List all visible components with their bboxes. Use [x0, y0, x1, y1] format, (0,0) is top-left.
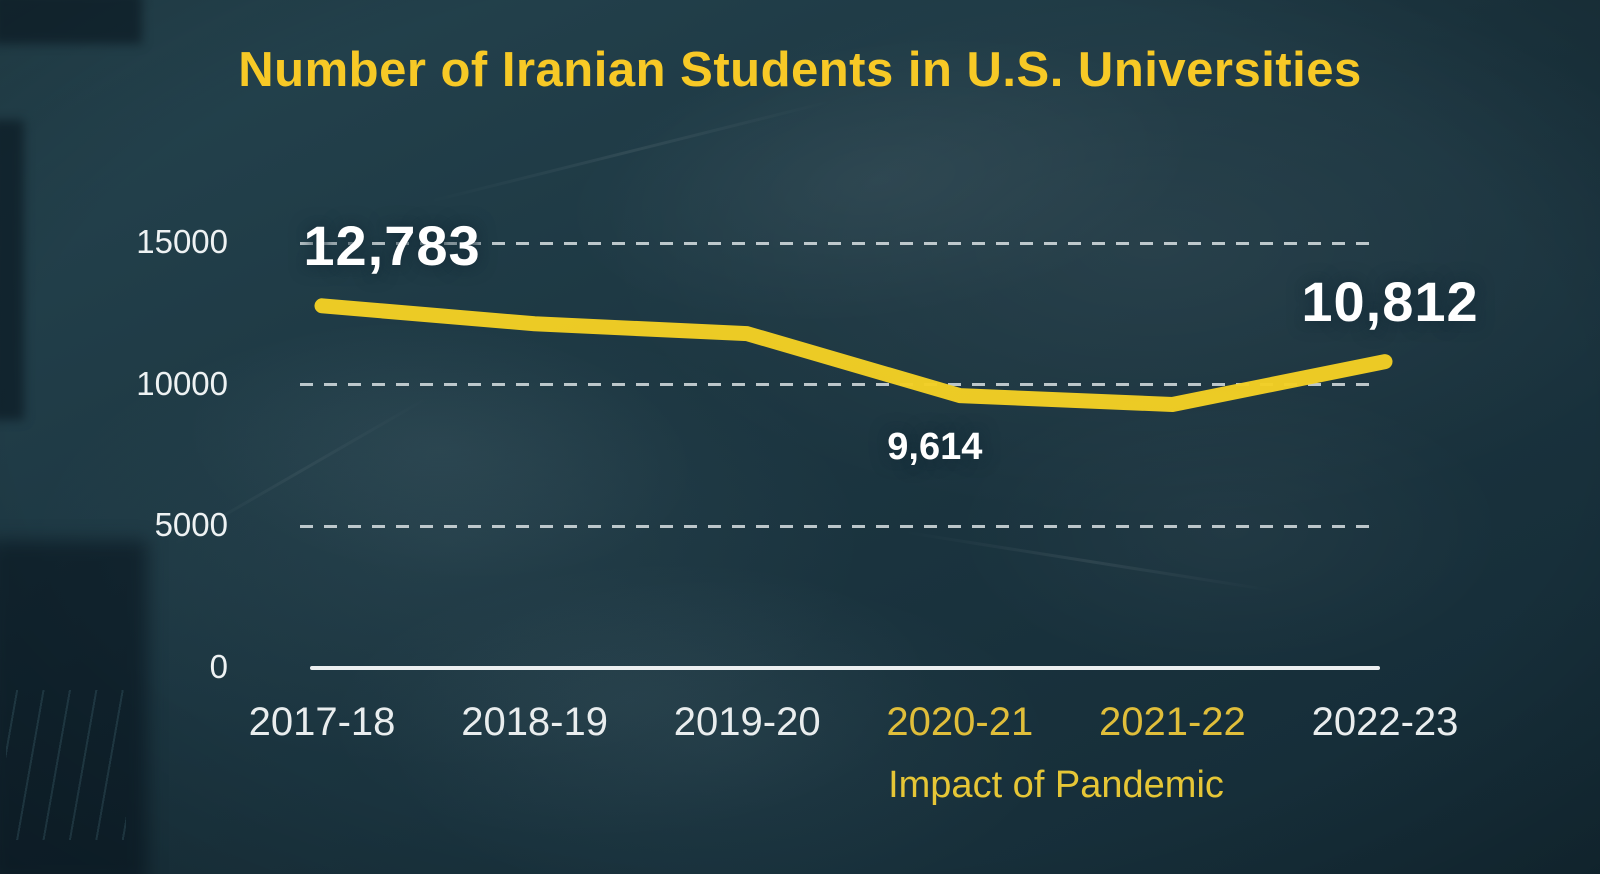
data-point-label: 12,783 — [303, 213, 481, 277]
y-tick-label: 15000 — [136, 223, 228, 261]
x-tick-label: 2019-20 — [673, 700, 821, 744]
x-axis-line — [310, 666, 1380, 670]
y-tick-label: 5000 — [154, 506, 228, 544]
data-point-label: 9,614 — [887, 425, 983, 468]
x-tick-label: 2017-18 — [248, 700, 396, 744]
x-tick-label: 2020-21 — [886, 700, 1034, 744]
chart-title: Number of Iranian Students in U.S. Unive… — [238, 43, 1362, 97]
gridline-5000 — [300, 524, 1380, 528]
x-tick-label: 2022-23 — [1311, 700, 1459, 744]
y-tick-label: 10000 — [136, 364, 228, 402]
y-tick-label: 0 — [209, 648, 228, 686]
gridline-10000 — [300, 383, 1380, 387]
trend-line — [314, 298, 1393, 412]
data-point-label: 10,812 — [1301, 269, 1479, 333]
gridline-15000 — [300, 241, 1380, 245]
x-tick-label: 2018-19 — [461, 700, 608, 744]
pandemic-annotation: Impact of Pandemic — [888, 764, 1224, 806]
x-tick-label: 2021-22 — [1098, 700, 1246, 744]
